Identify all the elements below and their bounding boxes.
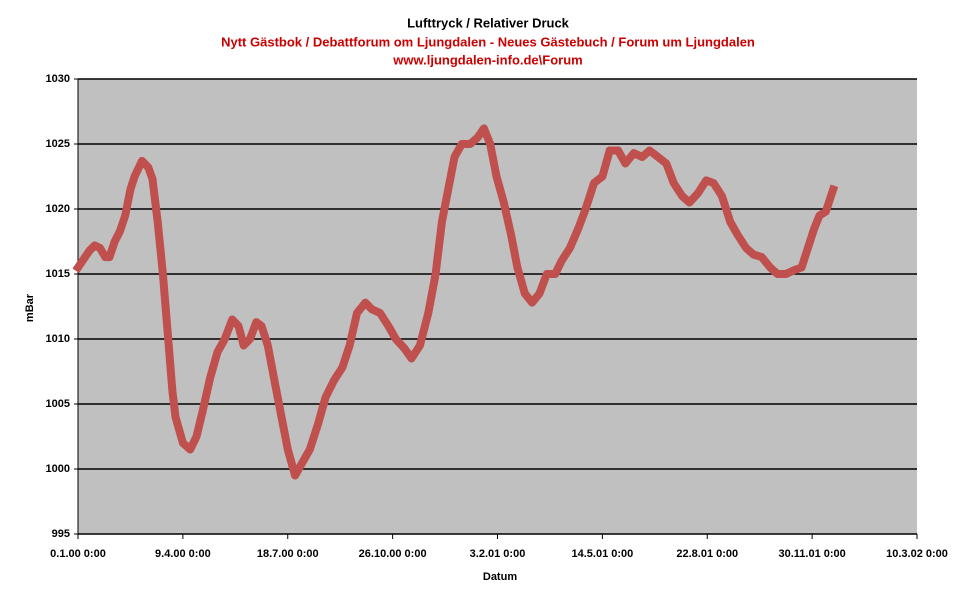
y-tick-label: 1015	[46, 268, 70, 280]
x-tick-label: 0.1.00 0:00	[50, 548, 106, 560]
x-tick-label: 3.2.01 0:00	[470, 548, 526, 560]
y-tick-label: 1025	[46, 138, 70, 150]
chart-subtitle: Nytt Gästbok / Debattforum om Ljungdalen…	[221, 34, 755, 49]
y-tick-label: 1000	[46, 463, 70, 475]
x-tick-label: 9.4.00 0:00	[155, 548, 211, 560]
y-tick-label: 1010	[46, 333, 70, 345]
x-tick-label: 18.7.00 0:00	[257, 548, 319, 560]
x-tick-label: 30.11.01 0:00	[778, 548, 845, 560]
y-axis-label: mBar	[24, 293, 36, 322]
y-tick-label: 1020	[46, 203, 70, 215]
y-tick-label: 1005	[46, 398, 70, 410]
plot-area	[78, 79, 917, 534]
chart-title: Lufttryck / Relativer Druck	[407, 15, 570, 30]
x-axis-label: Datum	[483, 571, 517, 583]
y-tick-label: 995	[52, 528, 70, 540]
y-tick-label: 1030	[46, 73, 70, 85]
x-tick-label: 10.3.02 0:00	[886, 548, 948, 560]
x-tick-label: 26.10.00 0:00	[359, 548, 427, 560]
data-line	[72, 124, 839, 480]
x-tick-label: 22.8.01 0:00	[676, 548, 738, 560]
x-tick-label: 14.5.01 0:00	[571, 548, 633, 560]
chart-subtitle: www.ljungdalen-info.de\Forum	[392, 52, 582, 67]
